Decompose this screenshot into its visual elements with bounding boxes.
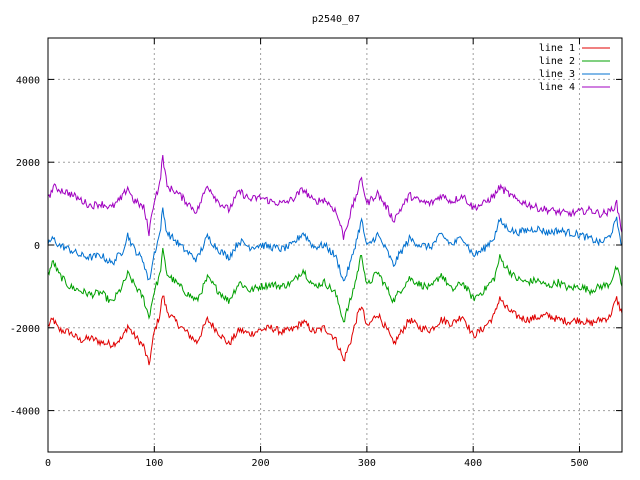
x-tick-label: 400 (464, 458, 482, 469)
legend-label: line 4 (539, 82, 575, 93)
y-tick-label: -4000 (10, 407, 40, 418)
x-tick-label: 200 (252, 458, 270, 469)
y-tick-label: 4000 (16, 75, 40, 86)
x-tick-label: 100 (145, 458, 163, 469)
legend-label: line 1 (539, 43, 575, 54)
y-tick-label: -2000 (10, 324, 40, 335)
legend-label: line 3 (539, 69, 575, 80)
legend-label: line 2 (539, 56, 575, 67)
x-tick-label: 300 (358, 458, 376, 469)
series-line-2 (47, 247, 623, 323)
series-lines (47, 155, 623, 366)
x-tick-label: 500 (570, 458, 588, 469)
x-axis-ticks: 0 100 200 300 400 500 (45, 38, 589, 469)
x-tick-label: 0 (45, 458, 51, 469)
series-line-1 (47, 295, 623, 366)
legend: line 1 line 2 line 3 line 4 (539, 43, 610, 93)
series-line-4 (47, 155, 623, 240)
y-axis-ticks: -4000 -2000 0 2000 4000 (10, 75, 622, 418)
series-line-3 (47, 207, 623, 282)
y-tick-label: 0 (34, 241, 40, 252)
grid (48, 38, 622, 452)
chart-title: p2540_07 (312, 14, 360, 25)
y-tick-label: 2000 (16, 158, 40, 169)
